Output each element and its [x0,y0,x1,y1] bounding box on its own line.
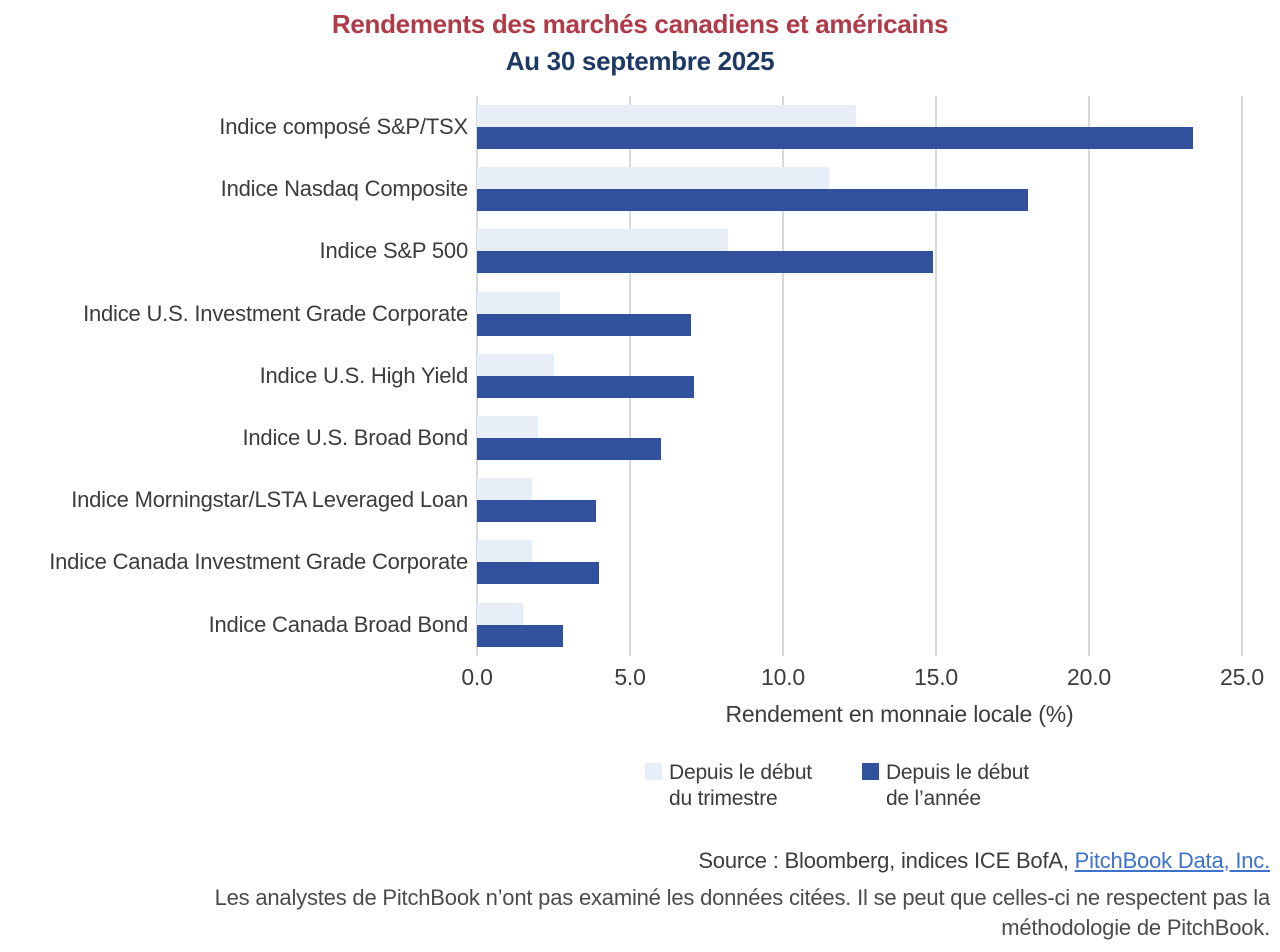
bar-quarter [477,105,857,127]
bar-quarter [477,540,533,563]
legend-label-ytd: Depuis le début de l’année [886,760,1029,812]
legend-swatch-qtd [645,762,662,780]
chart-row: Indice U.S. High Yield [0,345,1280,407]
source-text: Source : Bloomberg, indices ICE BofA, [698,847,1075,873]
bar-chart: Indice composé S&P/TSX Indice Nasdaq Comp… [0,96,1280,728]
category-label: Indice U.S. Broad Bond [242,425,468,451]
category-label: Indice composé S&P/TSX [219,114,468,140]
source-line: Source : Bloomberg, indices ICE BofA, Pi… [0,848,1280,874]
chart-subtitle: Au 30 septembre 2025 [505,46,775,76]
legend-item-ytd: Depuis le début de l’année [861,760,1029,812]
bar-quarter [477,478,533,501]
chart-row: Indice S&P 500 [0,220,1280,282]
x-tick-25.0: 25.0 [1220,663,1264,690]
category-bars [477,345,1242,407]
x-tick-10.0: 10.0 [761,663,805,690]
plot-area: Indice composé S&P/TSX Indice Nasdaq Comp… [0,96,1280,656]
category-bars [477,158,1242,220]
category-bars [477,283,1242,345]
bar-quarter [477,291,560,314]
bar-year [477,189,1028,212]
bar-year [477,313,692,336]
chart-legend: Depuis le début du trimestre Depuis le d… [645,760,1280,812]
legend-swatch-ytd [861,762,879,780]
bar-year [477,251,933,274]
bar-year [477,375,695,398]
x-tick-20.0: 20.0 [1067,663,1111,690]
category-label: Indice U.S. High Yield [259,362,469,388]
x-tick-0.0: 0.0 [461,663,493,690]
chart-row: Indice Canada Broad Bond [0,594,1280,656]
category-label: Indice Morningstar/LSTA Leveraged Loan [71,487,468,513]
legend-label-qtd-line2: du trimestre [669,786,778,810]
disclaimer: Les analystes de PitchBook n’ont pas exa… [0,883,1280,943]
legend-label-qtd-line1: Depuis le début [669,760,812,784]
legend-label-ytd-line2: de l’année [885,786,981,810]
gridline-20 [1088,96,1090,656]
legend-label-ytd-line1: Depuis le début [885,760,1029,784]
category-bars [477,531,1242,593]
x-axis-label: Rendement en monnaie locale (%) [725,700,1074,727]
gridline-25 [1241,96,1243,656]
legend-item-qtd: Depuis le début du trimestre [645,760,812,812]
chart-row: Indice Nasdaq Composite [0,158,1280,220]
category-label: Indice Canada Broad Bond [208,611,469,637]
chart-row: Indice Morningstar/LSTA Leveraged Loan [0,469,1280,531]
category-label: Indice S&P 500 [319,238,469,264]
gridline-15 [935,96,937,656]
chart-title: Rendements des marchés canadiens et amér… [331,9,949,39]
bar-year [477,562,600,585]
pitchbook-data-link[interactable]: PitchBook Data, Inc. [1074,847,1271,873]
chart-row: Indice U.S. Investment Grade Corporate [0,283,1280,345]
bar-year [477,127,1194,149]
category-label: Indice Nasdaq Composite [220,176,469,202]
chart-rows: Indice composé S&P/TSX Indice Nasdaq Comp… [0,96,1280,656]
bar-year [477,500,597,523]
x-tick-15.0: 15.0 [914,663,958,690]
x-tick-5.0: 5.0 [614,663,646,690]
category-label: Indice U.S. Investment Grade Corporate [83,300,468,326]
x-axis-ticks: 0.0 5.0 10.0 15.0 20.0 25.0 [461,656,1264,696]
gridline-10 [782,96,784,656]
disclaimer-line2: méthodologie de PitchBook. [1001,914,1270,940]
category-bars [477,594,1242,656]
bar-quarter [477,167,829,190]
chart-row: Indice composé S&P/TSX [0,96,1280,158]
bar-quarter [477,602,523,625]
category-bars [477,407,1242,469]
disclaimer-line1: Les analystes de PitchBook n’ont pas exa… [214,884,1271,910]
category-bars [477,220,1242,282]
chart-row: Indice Canada Investment Grade Corporate [0,531,1280,593]
legend-label-qtd: Depuis le début du trimestre [669,760,812,812]
bar-quarter [477,353,554,376]
bar-quarter [477,415,539,438]
bar-quarter [477,229,728,252]
category-bars [477,96,1242,158]
category-label: Indice Canada Investment Grade Corporate [49,549,468,575]
bar-year [477,624,563,647]
chart-row: Indice U.S. Broad Bond [0,407,1280,469]
category-bars [477,469,1242,531]
bar-year [477,437,661,460]
